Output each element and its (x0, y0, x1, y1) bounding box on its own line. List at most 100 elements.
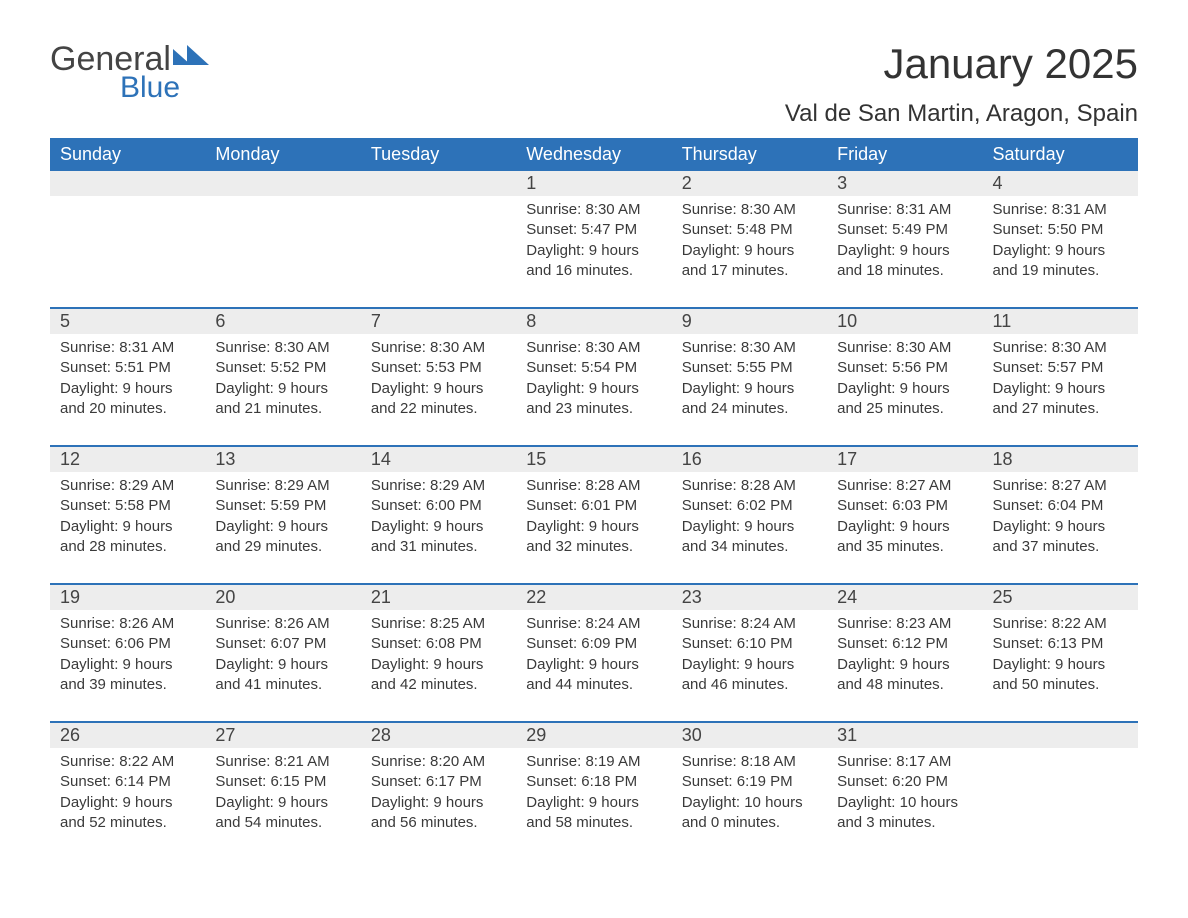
day-cell: Sunrise: 8:24 AMSunset: 6:09 PMDaylight:… (516, 610, 671, 722)
location: Val de San Martin, Aragon, Spain (785, 100, 1138, 128)
day-cell (983, 748, 1138, 859)
day-cell: Sunrise: 8:23 AMSunset: 6:12 PMDaylight:… (827, 610, 982, 722)
day-cell: Sunrise: 8:30 AMSunset: 5:48 PMDaylight:… (672, 196, 827, 308)
day-content: Sunrise: 8:28 AMSunset: 6:02 PMDaylight:… (682, 472, 817, 557)
day-cell: Sunrise: 8:30 AMSunset: 5:55 PMDaylight:… (672, 334, 827, 446)
day-content: Sunrise: 8:19 AMSunset: 6:18 PMDaylight:… (526, 748, 661, 833)
day-content: Sunrise: 8:18 AMSunset: 6:19 PMDaylight:… (682, 748, 817, 833)
day-cell: Sunrise: 8:22 AMSunset: 6:13 PMDaylight:… (983, 610, 1138, 722)
title-block: January 2025 Val de San Martin, Aragon, … (785, 40, 1138, 128)
day-header: Saturday (983, 138, 1138, 171)
day-content: Sunrise: 8:30 AMSunset: 5:54 PMDaylight:… (526, 334, 661, 419)
day-number: 24 (827, 584, 982, 610)
day-number (50, 171, 205, 196)
day-cell: Sunrise: 8:30 AMSunset: 5:47 PMDaylight:… (516, 196, 671, 308)
day-cell: Sunrise: 8:27 AMSunset: 6:04 PMDaylight:… (983, 472, 1138, 584)
day-number: 8 (516, 308, 671, 334)
day-number: 22 (516, 584, 671, 610)
day-content: Sunrise: 8:31 AMSunset: 5:51 PMDaylight:… (60, 334, 195, 419)
day-content: Sunrise: 8:29 AMSunset: 5:58 PMDaylight:… (60, 472, 195, 557)
day-content: Sunrise: 8:23 AMSunset: 6:12 PMDaylight:… (837, 610, 972, 695)
day-cell: Sunrise: 8:25 AMSunset: 6:08 PMDaylight:… (361, 610, 516, 722)
day-cell: Sunrise: 8:31 AMSunset: 5:50 PMDaylight:… (983, 196, 1138, 308)
day-cell (205, 196, 360, 308)
week-row: Sunrise: 8:31 AMSunset: 5:51 PMDaylight:… (50, 334, 1138, 446)
day-cell: Sunrise: 8:26 AMSunset: 6:07 PMDaylight:… (205, 610, 360, 722)
day-number (205, 171, 360, 196)
day-number: 2 (672, 171, 827, 196)
day-header-row: SundayMondayTuesdayWednesdayThursdayFrid… (50, 138, 1138, 171)
day-number: 19 (50, 584, 205, 610)
day-header: Wednesday (516, 138, 671, 171)
daynum-row: 567891011 (50, 308, 1138, 334)
day-content: Sunrise: 8:30 AMSunset: 5:52 PMDaylight:… (215, 334, 350, 419)
day-cell: Sunrise: 8:18 AMSunset: 6:19 PMDaylight:… (672, 748, 827, 859)
day-content: Sunrise: 8:30 AMSunset: 5:56 PMDaylight:… (837, 334, 972, 419)
day-number: 1 (516, 171, 671, 196)
day-content: Sunrise: 8:29 AMSunset: 5:59 PMDaylight:… (215, 472, 350, 557)
day-cell: Sunrise: 8:31 AMSunset: 5:49 PMDaylight:… (827, 196, 982, 308)
day-header: Sunday (50, 138, 205, 171)
day-cell (361, 196, 516, 308)
day-number: 21 (361, 584, 516, 610)
day-number: 5 (50, 308, 205, 334)
day-number (361, 171, 516, 196)
day-content: Sunrise: 8:27 AMSunset: 6:03 PMDaylight:… (837, 472, 972, 557)
daynum-row: 1234 (50, 171, 1138, 196)
day-header: Tuesday (361, 138, 516, 171)
header: General Blue January 2025 Val de San Mar… (50, 40, 1138, 128)
day-content: Sunrise: 8:30 AMSunset: 5:55 PMDaylight:… (682, 334, 817, 419)
day-header: Thursday (672, 138, 827, 171)
day-cell: Sunrise: 8:30 AMSunset: 5:54 PMDaylight:… (516, 334, 671, 446)
week-row: Sunrise: 8:29 AMSunset: 5:58 PMDaylight:… (50, 472, 1138, 584)
day-content: Sunrise: 8:17 AMSunset: 6:20 PMDaylight:… (837, 748, 972, 833)
daynum-row: 19202122232425 (50, 584, 1138, 610)
day-cell: Sunrise: 8:19 AMSunset: 6:18 PMDaylight:… (516, 748, 671, 859)
week-row: Sunrise: 8:22 AMSunset: 6:14 PMDaylight:… (50, 748, 1138, 859)
day-number: 10 (827, 308, 982, 334)
day-number (983, 722, 1138, 748)
day-number: 16 (672, 446, 827, 472)
day-number: 15 (516, 446, 671, 472)
day-cell: Sunrise: 8:31 AMSunset: 5:51 PMDaylight:… (50, 334, 205, 446)
day-number: 28 (361, 722, 516, 748)
day-number: 11 (983, 308, 1138, 334)
day-cell: Sunrise: 8:30 AMSunset: 5:53 PMDaylight:… (361, 334, 516, 446)
day-number: 25 (983, 584, 1138, 610)
day-number: 31 (827, 722, 982, 748)
day-header: Friday (827, 138, 982, 171)
month-title: January 2025 (785, 40, 1138, 88)
day-cell: Sunrise: 8:29 AMSunset: 5:58 PMDaylight:… (50, 472, 205, 584)
day-number: 23 (672, 584, 827, 610)
week-row: Sunrise: 8:30 AMSunset: 5:47 PMDaylight:… (50, 196, 1138, 308)
day-cell: Sunrise: 8:30 AMSunset: 5:52 PMDaylight:… (205, 334, 360, 446)
day-number: 29 (516, 722, 671, 748)
daynum-row: 262728293031 (50, 722, 1138, 748)
day-cell (50, 196, 205, 308)
logo-mark-icon (173, 45, 209, 74)
daynum-row: 12131415161718 (50, 446, 1138, 472)
day-cell: Sunrise: 8:28 AMSunset: 6:02 PMDaylight:… (672, 472, 827, 584)
day-number: 14 (361, 446, 516, 472)
day-cell: Sunrise: 8:22 AMSunset: 6:14 PMDaylight:… (50, 748, 205, 859)
day-number: 27 (205, 722, 360, 748)
logo: General Blue (50, 40, 209, 105)
day-content: Sunrise: 8:22 AMSunset: 6:13 PMDaylight:… (993, 610, 1128, 695)
day-cell: Sunrise: 8:30 AMSunset: 5:57 PMDaylight:… (983, 334, 1138, 446)
day-number: 6 (205, 308, 360, 334)
day-content: Sunrise: 8:24 AMSunset: 6:10 PMDaylight:… (682, 610, 817, 695)
day-number: 9 (672, 308, 827, 334)
day-content: Sunrise: 8:20 AMSunset: 6:17 PMDaylight:… (371, 748, 506, 833)
day-cell: Sunrise: 8:29 AMSunset: 5:59 PMDaylight:… (205, 472, 360, 584)
logo-text-blue: Blue (120, 71, 209, 105)
day-content: Sunrise: 8:27 AMSunset: 6:04 PMDaylight:… (993, 472, 1128, 557)
calendar-table: SundayMondayTuesdayWednesdayThursdayFrid… (50, 138, 1138, 859)
day-content: Sunrise: 8:24 AMSunset: 6:09 PMDaylight:… (526, 610, 661, 695)
day-cell: Sunrise: 8:24 AMSunset: 6:10 PMDaylight:… (672, 610, 827, 722)
day-content: Sunrise: 8:30 AMSunset: 5:57 PMDaylight:… (993, 334, 1128, 419)
day-cell: Sunrise: 8:21 AMSunset: 6:15 PMDaylight:… (205, 748, 360, 859)
day-number: 13 (205, 446, 360, 472)
day-content: Sunrise: 8:30 AMSunset: 5:48 PMDaylight:… (682, 196, 817, 281)
day-number: 17 (827, 446, 982, 472)
day-cell: Sunrise: 8:30 AMSunset: 5:56 PMDaylight:… (827, 334, 982, 446)
